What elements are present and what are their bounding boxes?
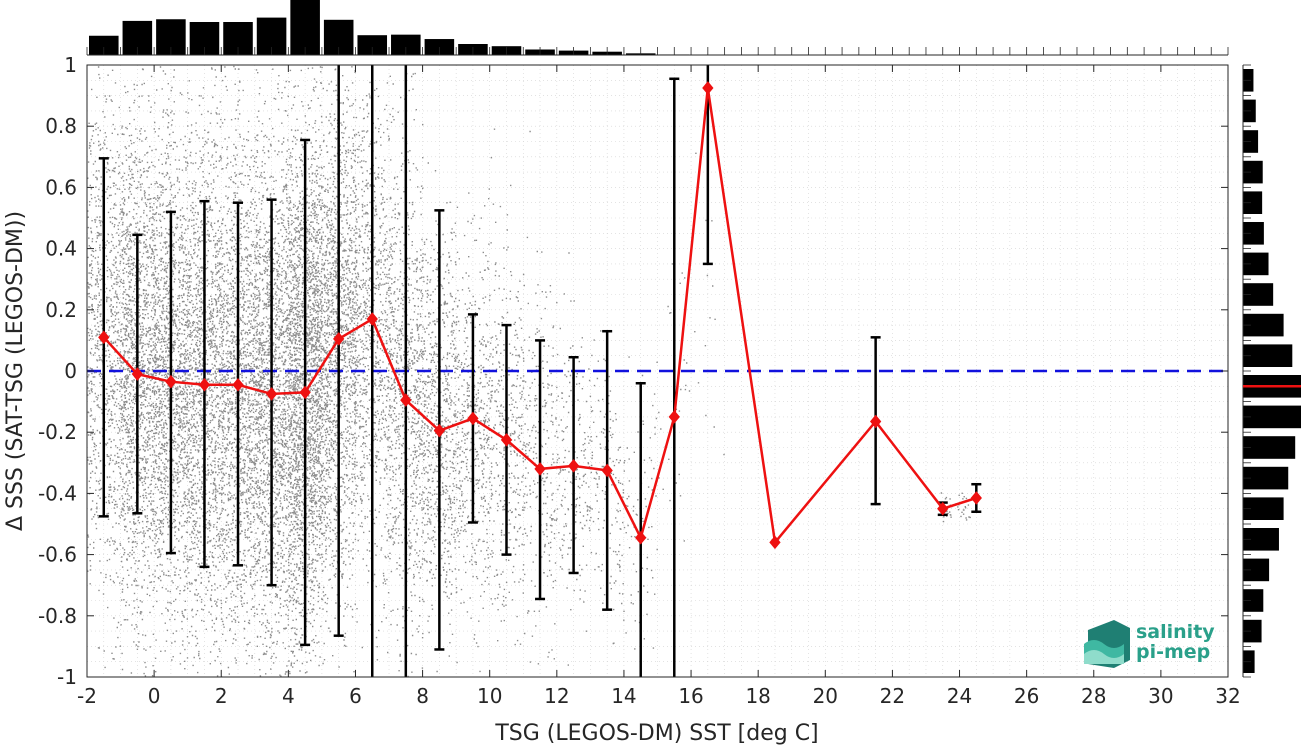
mean-marker [467,411,479,426]
right-histogram-bar [1243,466,1289,490]
logo-emblem-icon [1084,620,1130,668]
y-tick-label: -0.2 [38,420,77,444]
right-histogram-bar [1243,558,1270,582]
right-histogram-bar [1243,589,1264,612]
mean-marker [400,393,412,407]
mean-marker [98,330,110,345]
y-tick-label: -0.8 [38,604,77,628]
x-tick-label: 4 [282,684,295,708]
right-histogram-bar [1243,283,1274,306]
top-histogram [86,0,1229,56]
y-tick-label: 0.6 [45,175,77,199]
mean-marker [769,535,781,550]
mean-marker [668,410,680,424]
y-tick-label: 0.8 [45,114,77,138]
x-tick-label: 14 [611,684,636,708]
logo-line1: salinity [1136,621,1215,643]
x-tick-label: 24 [947,684,972,708]
top-histogram-bar [290,0,320,55]
mean-marker [165,374,177,389]
x-axis-label: TSG (LEGOS-DM) SST [deg C] [494,721,818,746]
x-tick-label: 30 [1148,684,1173,708]
top-histogram-bar [357,35,388,55]
y-axis-label: Δ SSS (SAT-TSG (LEGOS-DM)) [3,211,28,531]
x-tick-label: 26 [1014,684,1039,708]
y-tick-label: 0 [64,359,77,383]
mean-marker [869,414,882,429]
right-histogram-bar [1243,160,1263,184]
x-tick-label: 22 [880,684,905,708]
x-tick-label: 18 [745,684,770,708]
top-histogram-bar [391,34,421,55]
y-axis: -1 -0.8 -0.6 -0.4 -0.2 0 0.2 0.4 0.6 0.8 1 [38,53,1228,689]
right-histogram-bar [1243,191,1263,214]
mean-marker [534,462,546,476]
mean-marker [131,367,143,381]
mean-marker [433,423,446,438]
mean-marker [198,377,211,392]
mean-marker [937,501,949,516]
right-histogram-bar [1243,497,1284,520]
right-histogram-bar [1243,222,1264,245]
mean-marker [232,377,244,392]
mean-marker [366,312,378,326]
mean-marker [970,491,982,505]
y-tick-label: -0.6 [38,543,77,567]
x-tick-label: 16 [678,684,703,708]
salinity-pi-mep-logo: salinity pi-mep [1084,620,1215,668]
y-tick-label: -0.4 [38,481,77,505]
x-tick-label: 6 [349,684,362,708]
right-histogram-bar [1243,344,1293,367]
y-tick-label: 0.2 [45,298,77,322]
y-tick-label: 0.4 [45,237,77,261]
x-tick-label: 10 [477,684,502,708]
mean-marker [702,81,714,95]
x-tick-label: 20 [813,684,838,708]
top-histogram-bar [89,35,119,55]
right-histogram-bar [1243,313,1284,337]
mean-markers [98,81,982,550]
mean-marker [567,459,580,473]
y-tick-label: -1 [57,665,77,689]
mean-marker [333,332,345,346]
x-tick-label: 28 [1081,684,1106,708]
mean-marker [265,387,278,401]
logo-line2: pi-mep [1136,641,1210,663]
mean-marker [601,463,613,478]
right-histogram-bar [1243,405,1301,429]
right-histogram-bar [1243,436,1296,459]
mean-marker [500,433,513,447]
main-plot: -2 0 2 4 6 8 10 12 14 16 18 20 22 24 26 28 30 32 -1-0.8-0… [3,53,1241,746]
right-histogram [1242,64,1301,678]
x-tick-label: -2 [77,684,97,708]
right-histogram-bar [1243,252,1269,276]
x-tick-label: 12 [544,684,569,708]
x-tick-label: 32 [1215,684,1240,708]
x-tick-label: 0 [148,684,161,708]
mean-marker [635,530,647,545]
right-histogram-bar [1243,619,1262,643]
mean-marker [299,385,311,400]
x-tick-label: 2 [215,684,228,708]
right-histogram-bar [1243,528,1279,551]
x-tick-label: 8 [416,684,429,708]
x-axis: -2 0 2 4 6 8 10 12 14 16 18 20 22 24 26 28 30 32 [77,65,1241,708]
y-tick-label: 1 [64,53,77,77]
